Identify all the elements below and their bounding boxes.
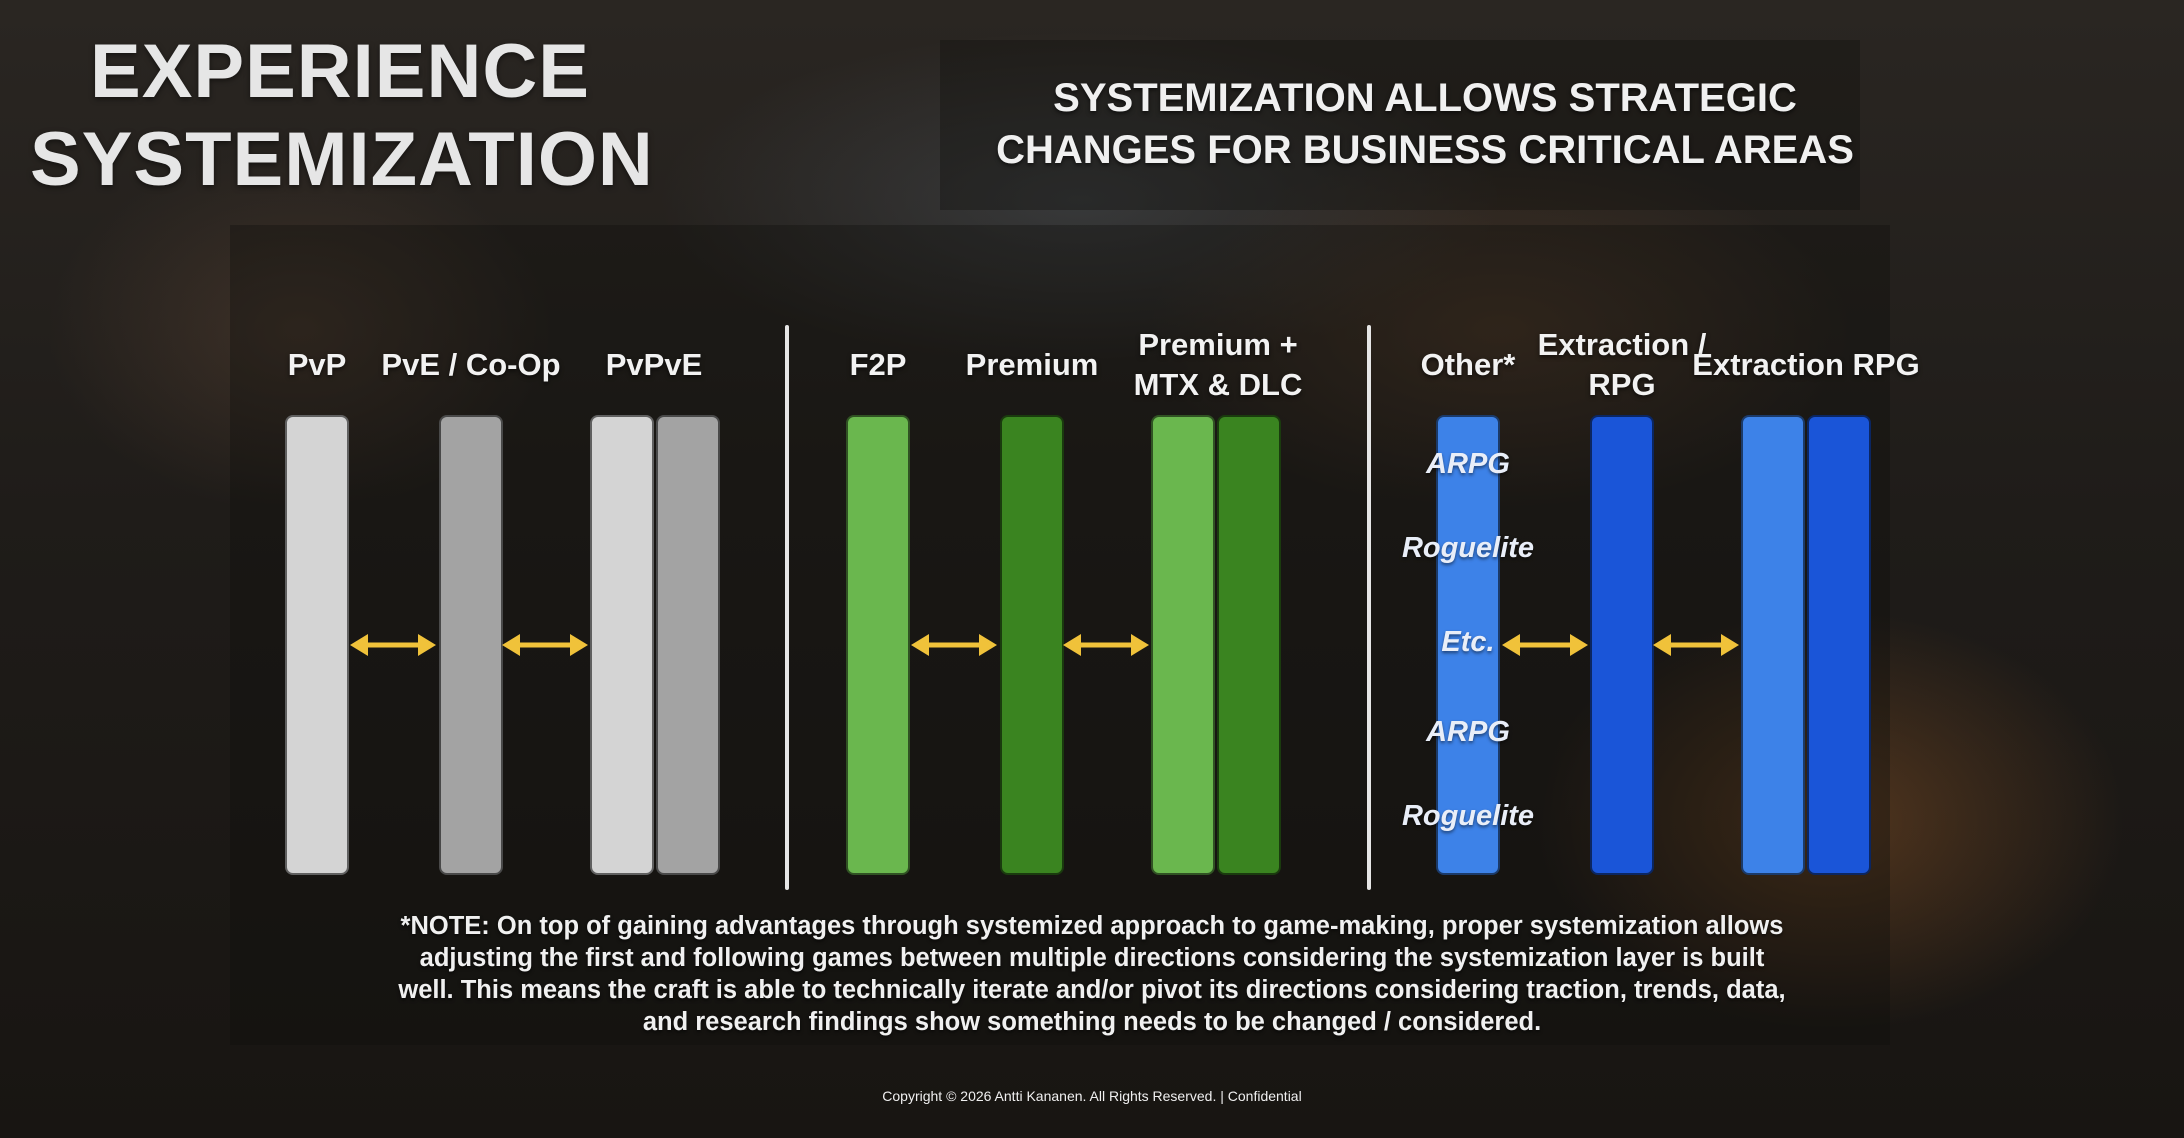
label-premium-mtx-dlc: Premium + MTX & DLC — [1133, 327, 1303, 402]
label-extraction-rpg: Extraction RPG — [1692, 347, 1920, 382]
other-item-arpg: ARPG — [1426, 448, 1510, 480]
double-arrow-icon — [1063, 634, 1149, 656]
label-pvpve: PvPvE — [605, 347, 703, 382]
section-divider — [1367, 325, 1371, 890]
page-subtitle-line-1: SYSTEMIZATION ALLOWS STRATEGIC — [1053, 76, 1797, 120]
page-title-line-1: EXPERIENCE — [90, 29, 590, 114]
bar-extraction-rpg-combo — [1590, 415, 1654, 875]
double-arrow-icon — [1502, 634, 1588, 656]
bar-extraction-rpg-right — [1807, 415, 1871, 875]
bar-premium — [1000, 415, 1064, 875]
label-extraction-rpg-combo: Extraction / RPG — [1537, 327, 1707, 402]
double-arrow-icon — [502, 634, 588, 656]
bar-pvpve-left — [590, 415, 654, 875]
copyright-footer: Copyright © 2026 Antti Kananen. All Righ… — [882, 1088, 1302, 1104]
bar-f2p — [846, 415, 910, 875]
section-divider — [785, 325, 789, 890]
label-pve-coop: PvE / Co-Op — [381, 347, 561, 382]
label-other: Other* — [1420, 347, 1516, 382]
other-item-roguelite: Roguelite — [1401, 532, 1535, 564]
double-arrow-icon — [1653, 634, 1739, 656]
bar-pve-coop — [439, 415, 503, 875]
other-item-arpg: ARPG — [1426, 716, 1510, 748]
other-item-roguelite: Roguelite — [1401, 800, 1535, 832]
note-text: *NOTE: On top of gaining advantages thro… — [398, 912, 1786, 1036]
label-pvp: PvP — [287, 347, 347, 382]
page-subtitle-line-2: CHANGES FOR BUSINESS CRITICAL AREAS — [996, 128, 1854, 172]
other-item-etc: Etc. — [1441, 626, 1495, 658]
page-title-line-2: SYSTEMIZATION — [30, 117, 654, 202]
bar-extraction-rpg-left — [1741, 415, 1805, 875]
label-f2p: F2P — [849, 347, 907, 382]
bar-pvp — [285, 415, 349, 875]
bar-other — [1436, 415, 1500, 875]
page-title: EXPERIENCE SYSTEMIZATION — [30, 28, 654, 204]
label-premium: Premium — [965, 347, 1099, 382]
double-arrow-icon — [350, 634, 436, 656]
bar-premium-mtx-left — [1151, 415, 1215, 875]
bar-pvpve-right — [656, 415, 720, 875]
page-subtitle: SYSTEMIZATION ALLOWS STRATEGIC CHANGES F… — [960, 72, 1890, 176]
double-arrow-icon — [911, 634, 997, 656]
bar-premium-mtx-right — [1217, 415, 1281, 875]
subtitle-band — [940, 40, 1860, 210]
